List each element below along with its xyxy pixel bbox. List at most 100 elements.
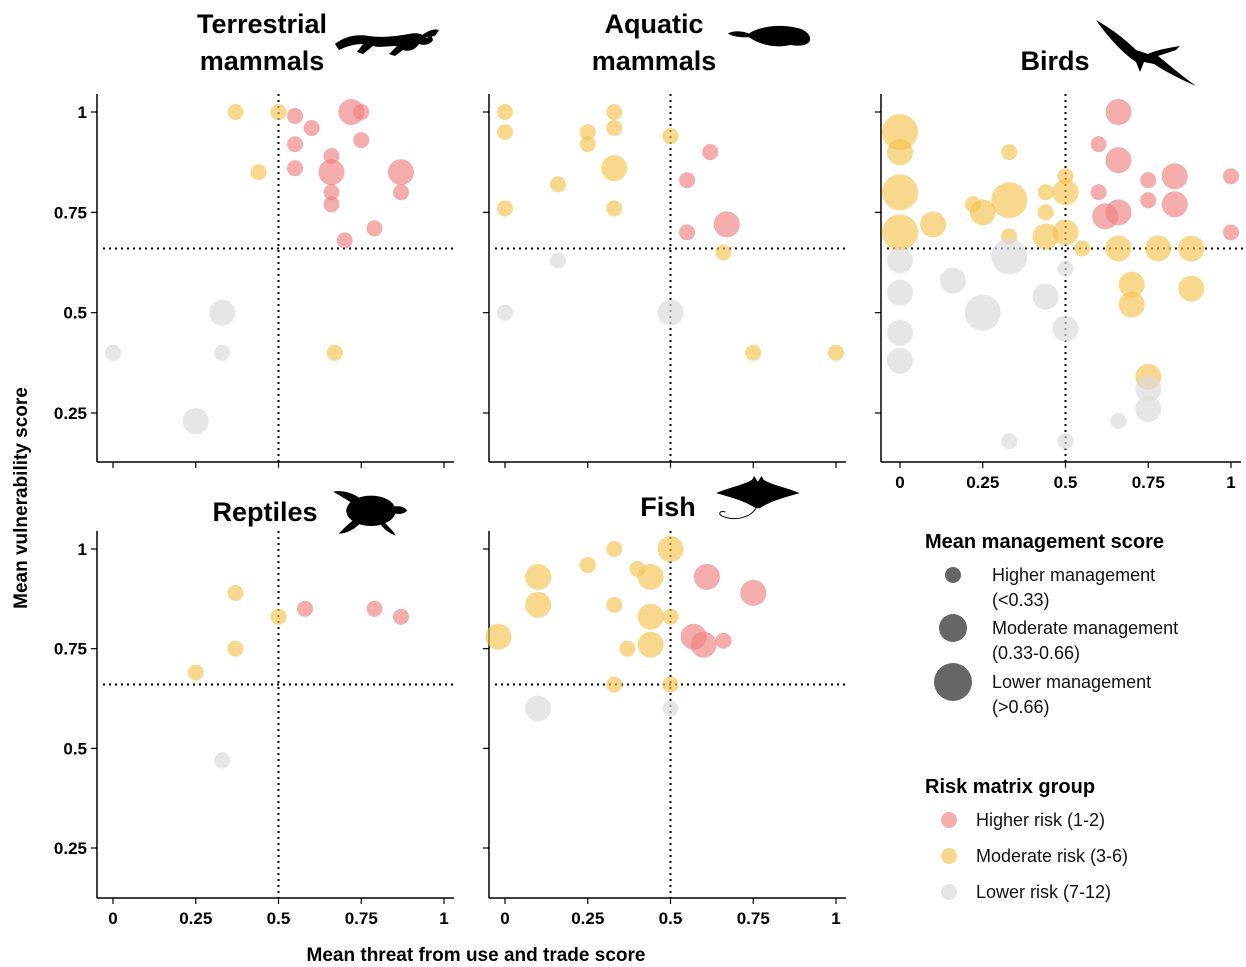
data-point-higher-risk — [318, 159, 345, 186]
data-point-moderate-risk — [887, 139, 913, 166]
data-point-higher-risk — [1161, 191, 1188, 218]
data-point-moderate-risk — [969, 199, 996, 226]
data-point-lower-risk — [1057, 433, 1074, 450]
data-point-lower-risk — [497, 304, 513, 321]
data-point-moderate-risk — [1074, 240, 1091, 257]
data-point-moderate-risk — [1145, 235, 1172, 262]
y-tick-label: 0.25 — [54, 839, 87, 858]
data-point-lower-risk — [1135, 395, 1162, 422]
data-point-lower-risk — [209, 299, 236, 326]
data-point-higher-risk — [1223, 168, 1239, 185]
data-point-higher-risk — [323, 196, 340, 213]
color-legend-symbol-higher — [941, 812, 957, 828]
x-tick-label: 1 — [439, 909, 448, 928]
data-point-moderate-risk — [991, 182, 1028, 219]
data-point-moderate-risk — [920, 211, 947, 238]
data-point-higher-risk — [1140, 172, 1157, 189]
panel-title-fish: Fish — [640, 492, 696, 522]
data-point-moderate-risk — [657, 536, 684, 562]
data-point-moderate-risk — [1052, 179, 1079, 206]
data-point-moderate-risk — [745, 344, 762, 361]
color-legend-symbol-lower — [941, 884, 957, 900]
y-tick-label: 1 — [78, 103, 87, 122]
color-legend-label-higher: Higher risk (1-2) — [976, 810, 1105, 830]
data-point-moderate-risk — [882, 114, 918, 151]
data-point-higher-risk — [366, 220, 383, 237]
data-point-moderate-risk — [1178, 235, 1205, 262]
data-point-moderate-risk — [715, 244, 732, 261]
data-point-lower-risk — [105, 344, 121, 361]
panel-title-birds: Birds — [1020, 46, 1089, 76]
data-point-moderate-risk — [187, 664, 204, 681]
x-axis-label: Mean threat from use and trade score — [307, 945, 646, 966]
data-point-moderate-risk — [270, 608, 287, 625]
data-point-higher-risk — [366, 600, 383, 617]
data-point-moderate-risk — [601, 155, 628, 182]
data-point-moderate-risk — [606, 120, 623, 137]
data-point-higher-risk — [336, 232, 353, 249]
data-point-lower-risk — [182, 408, 209, 435]
data-point-lower-risk — [1001, 433, 1018, 450]
data-point-higher-risk — [287, 160, 304, 177]
panel-terrestrial: Terrestrial mammals 0.25 0.5 0.75 1 — [54, 9, 456, 468]
data-point-moderate-risk — [270, 104, 287, 120]
panel-title-aquatic: Aquatic — [604, 9, 703, 39]
data-point-lower-risk — [939, 267, 966, 294]
stork-icon — [1096, 20, 1196, 86]
data-point-higher-risk — [287, 108, 304, 125]
data-point-higher-risk — [1105, 147, 1132, 174]
color-legend-label-moderate: Moderate risk (3-6) — [976, 846, 1128, 866]
x-tick-label: 0 — [108, 909, 117, 928]
color-legend-label-lower: Lower risk (7-12) — [976, 882, 1111, 902]
x-tick-label: 0.25 — [966, 473, 999, 492]
data-point-moderate-risk — [882, 174, 918, 211]
running-cat-icon — [335, 29, 439, 56]
data-point-moderate-risk — [637, 631, 664, 658]
panel-birds: Birds 0 0.25 0.5 0.75 1 — [875, 20, 1243, 492]
panel-title-aquatic: mammals — [592, 46, 717, 76]
data-point-higher-risk — [1140, 192, 1157, 209]
data-point-higher-risk — [702, 144, 719, 161]
data-point-higher-risk — [323, 184, 340, 201]
size-legend-label: Higher management — [992, 565, 1155, 585]
data-point-moderate-risk — [549, 176, 566, 193]
data-point-moderate-risk — [637, 603, 664, 630]
data-point-moderate-risk — [579, 556, 596, 573]
data-point-lower-risk — [549, 252, 566, 269]
x-tick-label: 0.75 — [737, 909, 770, 928]
data-point-moderate-risk — [1037, 204, 1054, 221]
size-legend-label: Moderate management — [992, 618, 1178, 638]
data-point-moderate-risk — [525, 563, 552, 590]
data-point-lower-risk — [991, 238, 1028, 275]
data-point-lower-risk — [1032, 283, 1059, 310]
panel-title-reptiles: Reptiles — [212, 497, 317, 527]
data-point-higher-risk — [690, 631, 717, 658]
panel-aquatic: Aquatic mammals — [483, 9, 848, 468]
size-legend-symbol — [945, 567, 961, 583]
y-tick-label: 1 — [78, 540, 87, 559]
data-point-moderate-risk — [662, 676, 679, 693]
panel-title-terrestrial: mammals — [200, 46, 325, 76]
data-point-moderate-risk — [227, 640, 244, 657]
data-point-higher-risk — [1090, 184, 1107, 201]
seal-icon — [728, 25, 811, 47]
data-point-higher-risk — [392, 184, 409, 201]
data-point-lower-risk — [662, 700, 679, 717]
data-point-moderate-risk — [606, 596, 623, 613]
data-point-moderate-risk — [882, 214, 918, 251]
data-point-higher-risk — [1090, 136, 1107, 153]
data-point-lower-risk — [964, 294, 1001, 331]
data-point-lower-risk — [887, 279, 913, 306]
data-point-moderate-risk — [1178, 275, 1205, 302]
color-legend-symbol-moderate — [941, 848, 957, 864]
data-point-moderate-risk — [606, 104, 623, 120]
data-point-lower-risk — [1110, 413, 1127, 430]
data-point-higher-risk — [287, 136, 304, 153]
panel-reptiles: Reptiles 0.25 0.5 0.75 1 0 0.25 0.5 0.75 1 — [54, 491, 456, 928]
data-point-lower-risk — [1052, 315, 1079, 342]
manta-ray-icon — [715, 475, 801, 520]
data-point-higher-risk — [303, 120, 320, 137]
data-point-moderate-risk — [1001, 144, 1018, 161]
data-point-moderate-risk — [1052, 219, 1079, 246]
size-legend-title: Mean management score — [925, 531, 1164, 553]
